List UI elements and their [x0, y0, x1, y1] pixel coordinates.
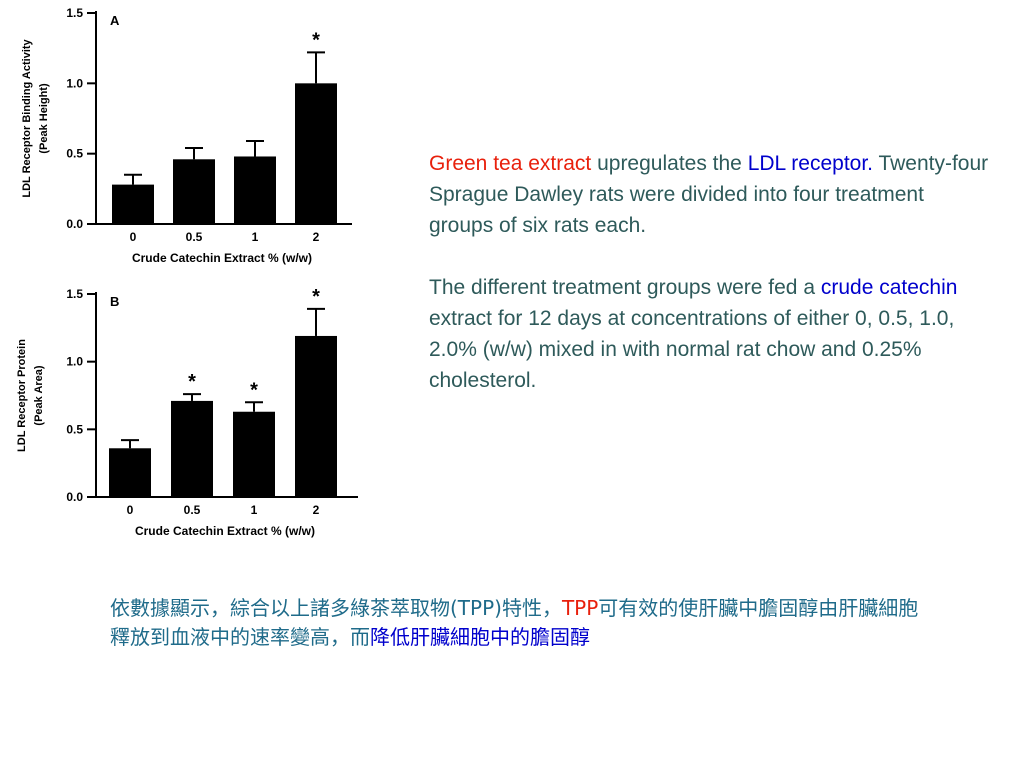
y-tick-label: 1.5 [66, 287, 83, 301]
x-tick-label: 0.5 [184, 503, 201, 517]
x-tick-label: 2 [313, 503, 320, 517]
bar [171, 400, 213, 497]
panel-label: A [110, 13, 120, 28]
tpp-highlight: TPP [561, 596, 599, 620]
y-tick-label: 0.5 [66, 422, 83, 436]
chinese-summary: 依數據顯示，綜合以上諸多綠茶萃取物(TPP)特性，TPP可有效的使肝臟中膽固醇由… [110, 594, 930, 652]
description-text-segment: Twenty-four Sprague Dawley rats were div… [429, 152, 989, 237]
bar [295, 83, 337, 224]
description-text-segment: upregulates the [591, 152, 748, 175]
y-tick-label: 0.0 [66, 217, 83, 231]
y-axis-label-line: (Peak Area) [33, 365, 45, 425]
bar [233, 411, 275, 497]
chinese-summary-paragraph: 依數據顯示，綜合以上諸多綠茶萃取物(TPP)特性，TPP可有效的使肝臟中膽固醇由… [110, 594, 930, 652]
y-axis-label-line: LDL Receptor Binding Activity [21, 38, 33, 197]
x-axis-label: Crude Catechin Extract % (w/w) [132, 251, 312, 265]
panel-label: B [110, 294, 119, 309]
significance-marker: * [312, 29, 320, 51]
x-tick-label: 2 [313, 230, 320, 244]
bar [112, 184, 154, 224]
y-axis-label-line: (Peak Height) [38, 83, 50, 154]
x-tick-label: 1 [252, 230, 259, 244]
bar [109, 448, 151, 497]
chart-a: 0.0 0.5 1.0 1.5 0 0.5 1 2 * Crude Catechin Extrac… [21, 6, 352, 265]
description-text-segment: The different treatment groups were fed … [429, 276, 821, 299]
y-axis-label-line: LDL Receptor Protein [16, 339, 28, 452]
bar [173, 159, 215, 224]
x-tick-label: 0 [127, 503, 134, 517]
chinese-text-segment: 依數據顯示，綜合以上諸多綠茶萃取物(TPP)特性， [110, 596, 562, 620]
crude-catechin-highlight: crude catechin [820, 276, 958, 299]
green-tea-extract-highlight: Green tea extract [429, 152, 592, 175]
y-tick-label: 0.5 [66, 147, 83, 161]
x-axis-label: Crude Catechin Extract % (w/w) [135, 524, 315, 538]
bar [295, 335, 337, 497]
significance-marker: * [188, 371, 196, 393]
y-tick-label: 1.0 [66, 76, 83, 90]
y-tick-label: 1.0 [66, 355, 83, 369]
x-tick-label: 0.5 [186, 230, 203, 244]
x-tick-label: 1 [251, 503, 258, 517]
bar [234, 156, 276, 224]
significance-marker: * [312, 286, 320, 308]
description-paragraph-2: The different treatment groups were fed … [429, 272, 989, 396]
cholesterol-reduction-highlight: 降低肝臟細胞中的膽固醇 [370, 625, 590, 649]
chart-b: 0.0 0.5 1.0 1.5 0 0.5 * 1 * 2 * Crude Catechin Extr… [16, 286, 358, 538]
significance-marker: * [250, 379, 258, 401]
chinese-text-segment: 可有效的使肝臟中膽固醇由肝臟細胞釋放到血液中的速率變高，而 [110, 596, 919, 649]
description-text: Green tea extract upregulates the LDL re… [429, 148, 989, 396]
description-text-segment: extract for 12 days at concentrations of… [429, 307, 955, 392]
x-tick-label: 0 [130, 230, 137, 244]
description-paragraph-1: Green tea extract upregulates the LDL re… [429, 148, 989, 241]
y-tick-label: 1.5 [66, 6, 83, 20]
y-tick-label: 0.0 [66, 490, 83, 504]
ldl-receptor-highlight: LDL receptor. [747, 152, 873, 175]
